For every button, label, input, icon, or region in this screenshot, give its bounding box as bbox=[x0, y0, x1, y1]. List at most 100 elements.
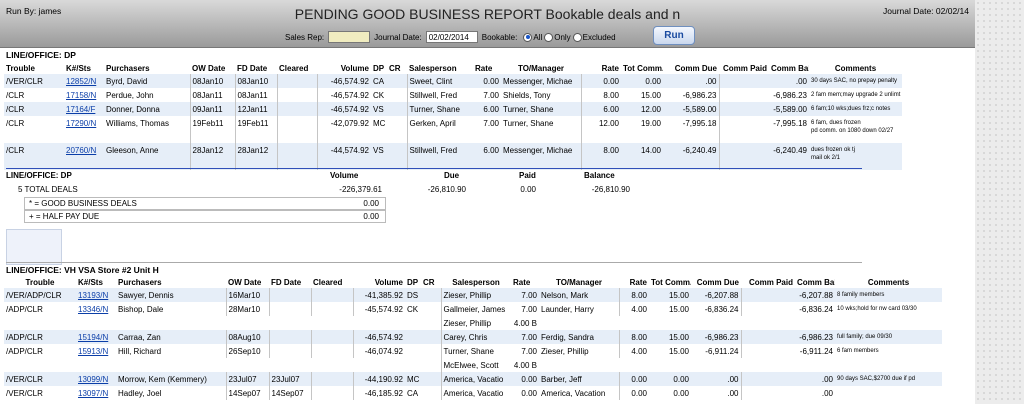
radio-all[interactable] bbox=[523, 32, 533, 42]
table-row: /CLR 17158/N Perdue, John 08Jan11 08Jan11 -46… bbox=[4, 88, 902, 102]
contract-link[interactable]: 17164/F bbox=[66, 104, 96, 114]
contract-link[interactable]: 13193/N bbox=[78, 290, 109, 300]
contract-link[interactable]: 13346/N bbox=[78, 304, 109, 314]
empty-cell bbox=[649, 316, 691, 330]
col-fd-date: FD Date bbox=[271, 277, 302, 287]
rate2-cell: 12.00 bbox=[580, 116, 621, 143]
empty-cell bbox=[269, 358, 311, 372]
summary-col-balance: Balance bbox=[584, 171, 615, 180]
comm-due-cell: -6,240.49 bbox=[663, 143, 719, 170]
col-purchasers: Purchasers bbox=[106, 63, 150, 73]
salesperson-cell: Gallmeier, James bbox=[440, 302, 511, 316]
fd-date-cell: 12Jan11 bbox=[234, 102, 277, 116]
col-ow-date: OW Date bbox=[192, 63, 226, 73]
bookable-label: Bookable: bbox=[481, 32, 518, 42]
cleared-cell bbox=[310, 386, 353, 400]
col-comm-bal: Comm Bal bbox=[771, 63, 809, 73]
summary-col-volume: Volume bbox=[330, 171, 359, 180]
summary-title: LINE/OFFICE: DP bbox=[6, 171, 72, 180]
cleared-cell bbox=[310, 344, 353, 358]
table-row: /CLR 17164/F Donner, Donna 09Jan11 12Jan11 -4… bbox=[4, 102, 902, 116]
cr-cell bbox=[421, 344, 441, 358]
ow-date-cell: 26Sep10 bbox=[225, 344, 269, 358]
comment-cell: 6 fam, dues frozen pd comm. on 1080 down … bbox=[809, 116, 902, 143]
table-row: /VER/CLR 13099/N Morrow, Kem (Kemmery) 23Ju… bbox=[4, 372, 942, 386]
col-rate2: Rate bbox=[601, 63, 619, 73]
radio-only-label: Only bbox=[554, 32, 571, 42]
purchaser-cell: Gleeson, Anne bbox=[104, 143, 190, 170]
comm-bal-cell: -5,589.00 bbox=[769, 102, 809, 116]
contract-link[interactable]: 17158/N bbox=[66, 90, 97, 100]
volume-cell: -46,574.92 bbox=[316, 88, 371, 102]
trouble-cell: /VER/CLR bbox=[4, 372, 76, 386]
comment-text-2: mail ok 2/1 bbox=[811, 155, 841, 161]
trouble-cell: /CLR bbox=[4, 143, 64, 170]
comm-paid-cell bbox=[740, 330, 795, 344]
table-header-row: Trouble K#/Sts Purchasers OW Date FD Dat… bbox=[4, 62, 902, 74]
fd-date-cell bbox=[268, 288, 311, 302]
dp-cell: DS bbox=[405, 288, 421, 302]
col-salesperson: Salesperson bbox=[452, 277, 500, 287]
cr-cell bbox=[421, 288, 441, 302]
half-pay-row: + = HALF PAY DUE 0.00 bbox=[24, 210, 386, 223]
volume-cell: -46,574.92 bbox=[316, 74, 371, 88]
comment-cell: 90 days SAC,$2700 due if pd bbox=[835, 372, 942, 386]
cr-cell bbox=[421, 330, 441, 344]
journal-date-label: Journal Date: bbox=[374, 32, 422, 42]
table-row: /ADP/CLR 13346/N Bishop, Dale 28Mar10 -45,57… bbox=[4, 302, 942, 316]
volume-cell: -45,574.92 bbox=[352, 302, 405, 316]
ow-date-cell: 16Mar10 bbox=[225, 288, 269, 302]
comm-bal-cell: -6,836.24 bbox=[799, 304, 833, 314]
comm-bal-cell: .00 bbox=[821, 388, 833, 398]
col-dp: DP bbox=[407, 277, 419, 287]
comment-text: 6 fam, dues frozen bbox=[811, 120, 861, 126]
journal-date-input[interactable] bbox=[425, 31, 478, 43]
contract-link[interactable]: 20760/N bbox=[66, 146, 97, 155]
volume-cell: -44,574.92 bbox=[316, 143, 371, 170]
comm-bal-cell: -7,995.18 bbox=[773, 119, 807, 128]
col-cr: CR bbox=[389, 63, 401, 73]
trouble-cell: /CLR bbox=[6, 90, 25, 100]
cleared-cell bbox=[310, 330, 353, 344]
empty-cell bbox=[691, 316, 741, 330]
split-row: McElwee, Scott 4.00 B bbox=[4, 358, 942, 372]
radio-only[interactable] bbox=[544, 32, 554, 42]
salesperson-cell: Stillwell, Fred bbox=[406, 88, 473, 102]
rate-cell: 7.00 bbox=[521, 304, 537, 314]
contract-link[interactable]: 13097/N bbox=[78, 388, 109, 398]
radio-all-label: All bbox=[533, 32, 543, 42]
cleared-cell bbox=[276, 74, 317, 88]
cr-cell bbox=[387, 143, 407, 170]
contract-link[interactable]: 17290/N bbox=[66, 119, 97, 128]
good-business-label: * = GOOD BUSINESS DEALS bbox=[29, 199, 137, 208]
salesperson-cell: Zieser, Phillip bbox=[440, 288, 511, 302]
empty-cell bbox=[421, 316, 441, 330]
contract-link[interactable]: 15913/N bbox=[78, 346, 109, 356]
trouble-cell: /CLR bbox=[4, 102, 64, 116]
table-row: /CLR 20760/N Gleeson, Anne 28Jan12 28Jan12 -4… bbox=[4, 143, 902, 170]
comment-text: 8 family members bbox=[837, 292, 885, 298]
sales-rep-input[interactable] bbox=[328, 31, 371, 43]
cleared-cell bbox=[310, 372, 353, 386]
empty-cell bbox=[539, 358, 619, 372]
col-comm-paid: Comm Paid bbox=[748, 277, 793, 287]
contract-link[interactable]: 15194/N bbox=[78, 332, 109, 342]
run-button[interactable]: Run bbox=[653, 26, 695, 45]
background-pattern bbox=[975, 0, 1024, 404]
radio-excluded[interactable] bbox=[572, 32, 582, 42]
summary-total-due: -26,810.90 bbox=[427, 185, 466, 194]
col-comm-due: Comm Due bbox=[674, 63, 717, 73]
tot-comm-cell: 15.00 bbox=[640, 90, 661, 100]
col-comments: Comments bbox=[834, 63, 877, 73]
contract-link[interactable]: 12852/N bbox=[66, 76, 97, 86]
contract-cell: 17290/N bbox=[64, 116, 104, 143]
contract-link[interactable]: 13099/N bbox=[78, 374, 109, 384]
col-trouble: Trouble bbox=[25, 277, 55, 287]
fd-date-cell bbox=[268, 302, 311, 316]
report-page: Run By: james PENDING GOOD BUSINESS REPO… bbox=[0, 0, 975, 400]
trouble-cell: /VER/CLR bbox=[6, 388, 43, 398]
rate2-cell: 8.00 bbox=[580, 88, 621, 102]
comm-bal-cell: .00 bbox=[795, 372, 835, 386]
col-comm-due: Comm Due bbox=[696, 277, 739, 287]
table-row: /ADP/CLR 15913/N Hill, Richard 26Sep10 -46,0… bbox=[4, 344, 942, 358]
